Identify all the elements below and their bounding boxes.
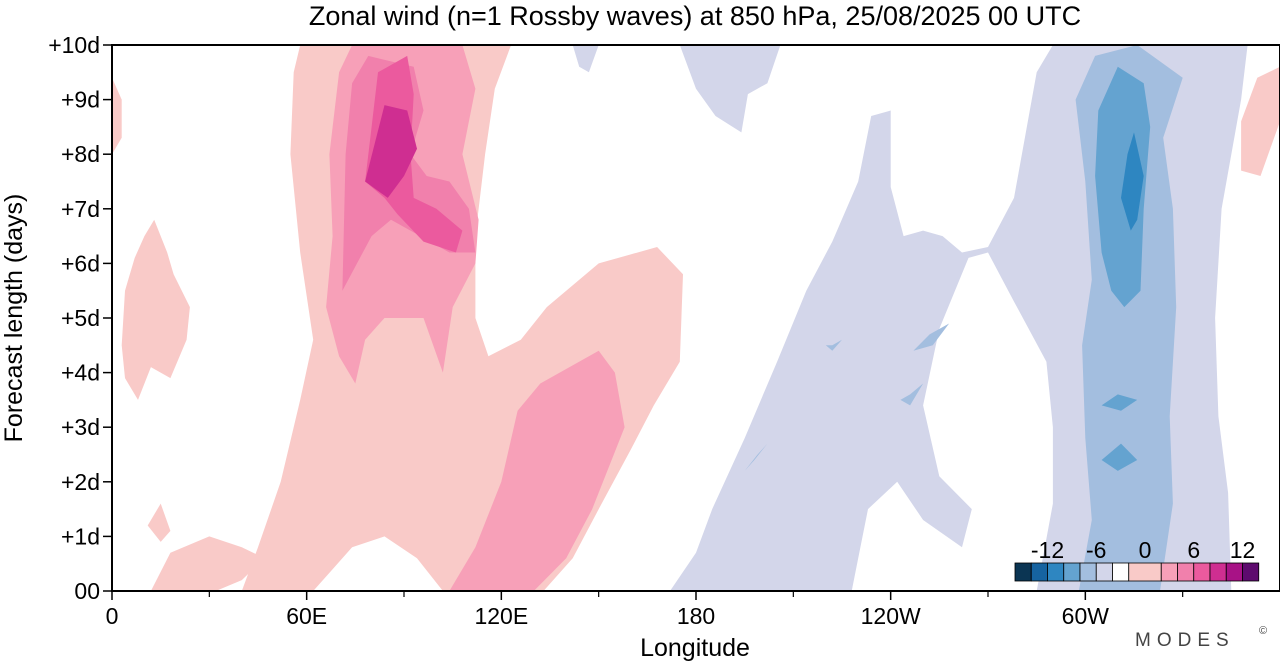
colorbar-bin-5 xyxy=(1095,562,1113,582)
contour-region-4 xyxy=(112,77,122,155)
y-tick-label-4: +4d xyxy=(61,360,100,386)
contour-region-10 xyxy=(365,105,417,198)
contour-region-15 xyxy=(744,443,768,471)
x-axis: 0 60E 120E 180 120W 60W xyxy=(106,591,1184,629)
brand-mark: © xyxy=(1259,625,1267,637)
colorbar-label-3: 6 xyxy=(1187,537,1200,563)
x-tick-label-2: 120E xyxy=(474,603,528,629)
modes-logo: MODES © xyxy=(1135,625,1267,651)
colorbar-bin-13 xyxy=(1242,562,1260,582)
contour-region-22 xyxy=(1121,132,1144,231)
contour-region-2 xyxy=(121,219,190,400)
colorbar-bin-0 xyxy=(1014,562,1032,582)
x-tick-label-3: 180 xyxy=(677,603,715,629)
y-axis-label: Forecast length (days) xyxy=(0,194,28,443)
y-tick-label-5: +5d xyxy=(61,305,100,331)
y-axis: 00 +1d +2d +3d +4d +5d +6d +7d +8d +9d +10d xyxy=(48,32,112,604)
contour-region-7 xyxy=(449,350,625,591)
chart-title: Zonal wind (n=1 Rossby waves) at 850 hPa… xyxy=(309,1,1081,31)
contour-region-9 xyxy=(365,55,463,253)
y-tick-label-2: +2d xyxy=(61,469,100,495)
contour-region-21 xyxy=(1101,443,1138,471)
colorbar-label-0: -12 xyxy=(1031,537,1064,563)
contour-fills xyxy=(112,45,1280,591)
contour-region-3 xyxy=(147,503,171,542)
colorbar-bin-9 xyxy=(1177,562,1195,582)
colorbar-bin-12 xyxy=(1225,562,1243,582)
colorbar-bin-6 xyxy=(1112,562,1130,582)
contour-region-1 xyxy=(150,536,265,591)
colorbar-bin-2 xyxy=(1047,562,1065,582)
y-tick-label-1: +1d xyxy=(61,523,100,549)
y-tick-label-0: 00 xyxy=(74,578,100,604)
brand-text: MODES xyxy=(1135,630,1235,651)
x-axis-label: Longitude xyxy=(640,634,750,662)
y-tick-label-8: +8d xyxy=(61,141,100,167)
y-tick-label-10: +10d xyxy=(48,32,100,58)
x-tick-label-4: 120W xyxy=(861,603,921,629)
x-tick-label-5: 60W xyxy=(1062,603,1110,629)
colorbar-bin-3 xyxy=(1063,562,1081,582)
contour-region-18 xyxy=(825,339,842,351)
y-tick-label-7: +7d xyxy=(61,196,100,222)
contour-region-16 xyxy=(913,323,950,351)
plot-frame xyxy=(111,44,1280,592)
colorbar-bin-7 xyxy=(1128,562,1162,582)
contour-region-5 xyxy=(1241,66,1280,176)
colorbar-bin-10 xyxy=(1193,562,1211,582)
colorbar: -12 -6 0 6 12 xyxy=(1014,537,1260,582)
colorbar-bin-8 xyxy=(1160,562,1178,582)
y-tick-label-3: +3d xyxy=(61,414,100,440)
x-tick-label-0: 0 xyxy=(106,603,119,629)
contour-region-13 xyxy=(572,45,599,73)
x-tick-label-1: 60E xyxy=(286,603,327,629)
y-tick-label-6: +6d xyxy=(61,250,100,276)
colorbar-bin-4 xyxy=(1079,562,1097,582)
colorbar-label-2: 0 xyxy=(1139,537,1152,563)
y-tick-label-9: +9d xyxy=(61,87,100,113)
colorbar-label-1: -6 xyxy=(1086,537,1106,563)
colorbar-label-4: 12 xyxy=(1230,537,1256,563)
contour-region-17 xyxy=(900,383,924,406)
colorbar-bin-11 xyxy=(1209,562,1227,582)
contour-region-12 xyxy=(679,45,781,133)
contour-region-20 xyxy=(1101,394,1138,411)
colorbar-bin-1 xyxy=(1030,562,1048,582)
